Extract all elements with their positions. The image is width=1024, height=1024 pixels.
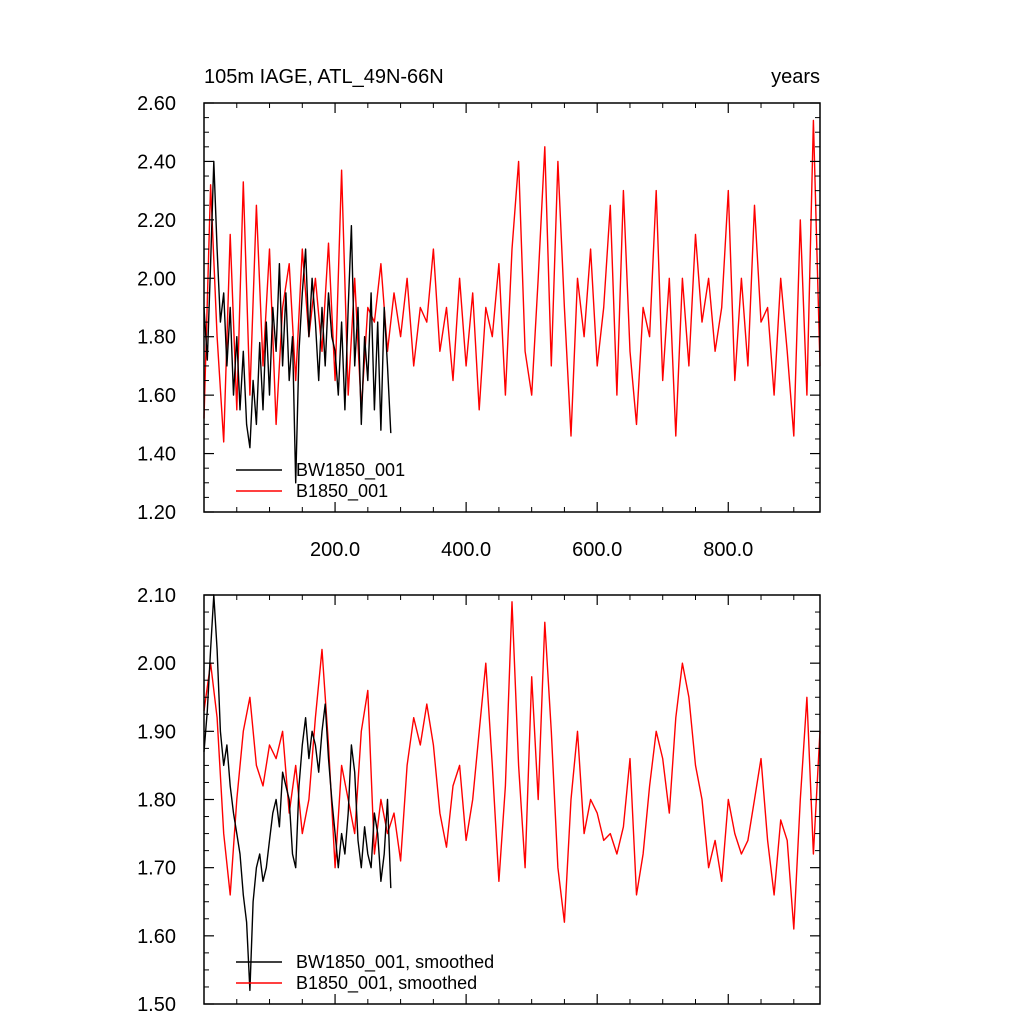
series-line-b1850: [203, 119, 821, 443]
legend-label: B1850_001: [296, 481, 388, 502]
y-tick-label: 2.10: [137, 585, 176, 607]
y-tick-label: 1.90: [137, 721, 176, 743]
y-tick-label: 2.00: [137, 653, 176, 675]
series-line-bw1850: [203, 160, 392, 484]
y-tick-label: 1.20: [137, 502, 176, 524]
y-tick-label: 1.50: [137, 994, 176, 1016]
y-tick-label: 2.20: [137, 210, 176, 232]
y-tick-label: 1.80: [137, 327, 176, 349]
x-tick-label: 800.0: [703, 539, 753, 561]
y-tick-label: 2.40: [137, 151, 176, 173]
series-line-b1850: [203, 601, 821, 930]
y-tick-label: 1.80: [137, 790, 176, 812]
y-tick-label: 2.60: [137, 93, 176, 115]
top-panel: 105m IAGE, ATL_49N-66N years 1.20 1.40 1.6…: [137, 66, 821, 561]
y-tick-label: 1.40: [137, 444, 176, 466]
plot-frame: [203, 102, 821, 513]
legend-label: BW1850_001, smoothed: [296, 952, 494, 973]
y-tick-label: 2.00: [137, 268, 176, 290]
y-tick-label: 1.60: [137, 385, 176, 407]
y-tick-label: 1.70: [137, 858, 176, 880]
x-tick-label: 200.0: [310, 539, 360, 561]
units-label: years: [771, 66, 820, 88]
series-line-bw1850: [203, 594, 392, 992]
y-tick-label: 1.60: [137, 926, 176, 948]
bottom-panel: 1.50 1.60 1.70 1.80 1.90 2.00 2.10 BW1850_001,…: [137, 585, 821, 1016]
chart-title: 105m IAGE, ATL_49N-66N: [204, 66, 444, 88]
legend-label: BW1850_001: [296, 460, 405, 481]
plot-frame: [203, 594, 821, 1005]
x-tick-label: 400.0: [441, 539, 491, 561]
x-tick-label: 600.0: [572, 539, 622, 561]
legend-label: B1850_001, smoothed: [296, 973, 477, 994]
